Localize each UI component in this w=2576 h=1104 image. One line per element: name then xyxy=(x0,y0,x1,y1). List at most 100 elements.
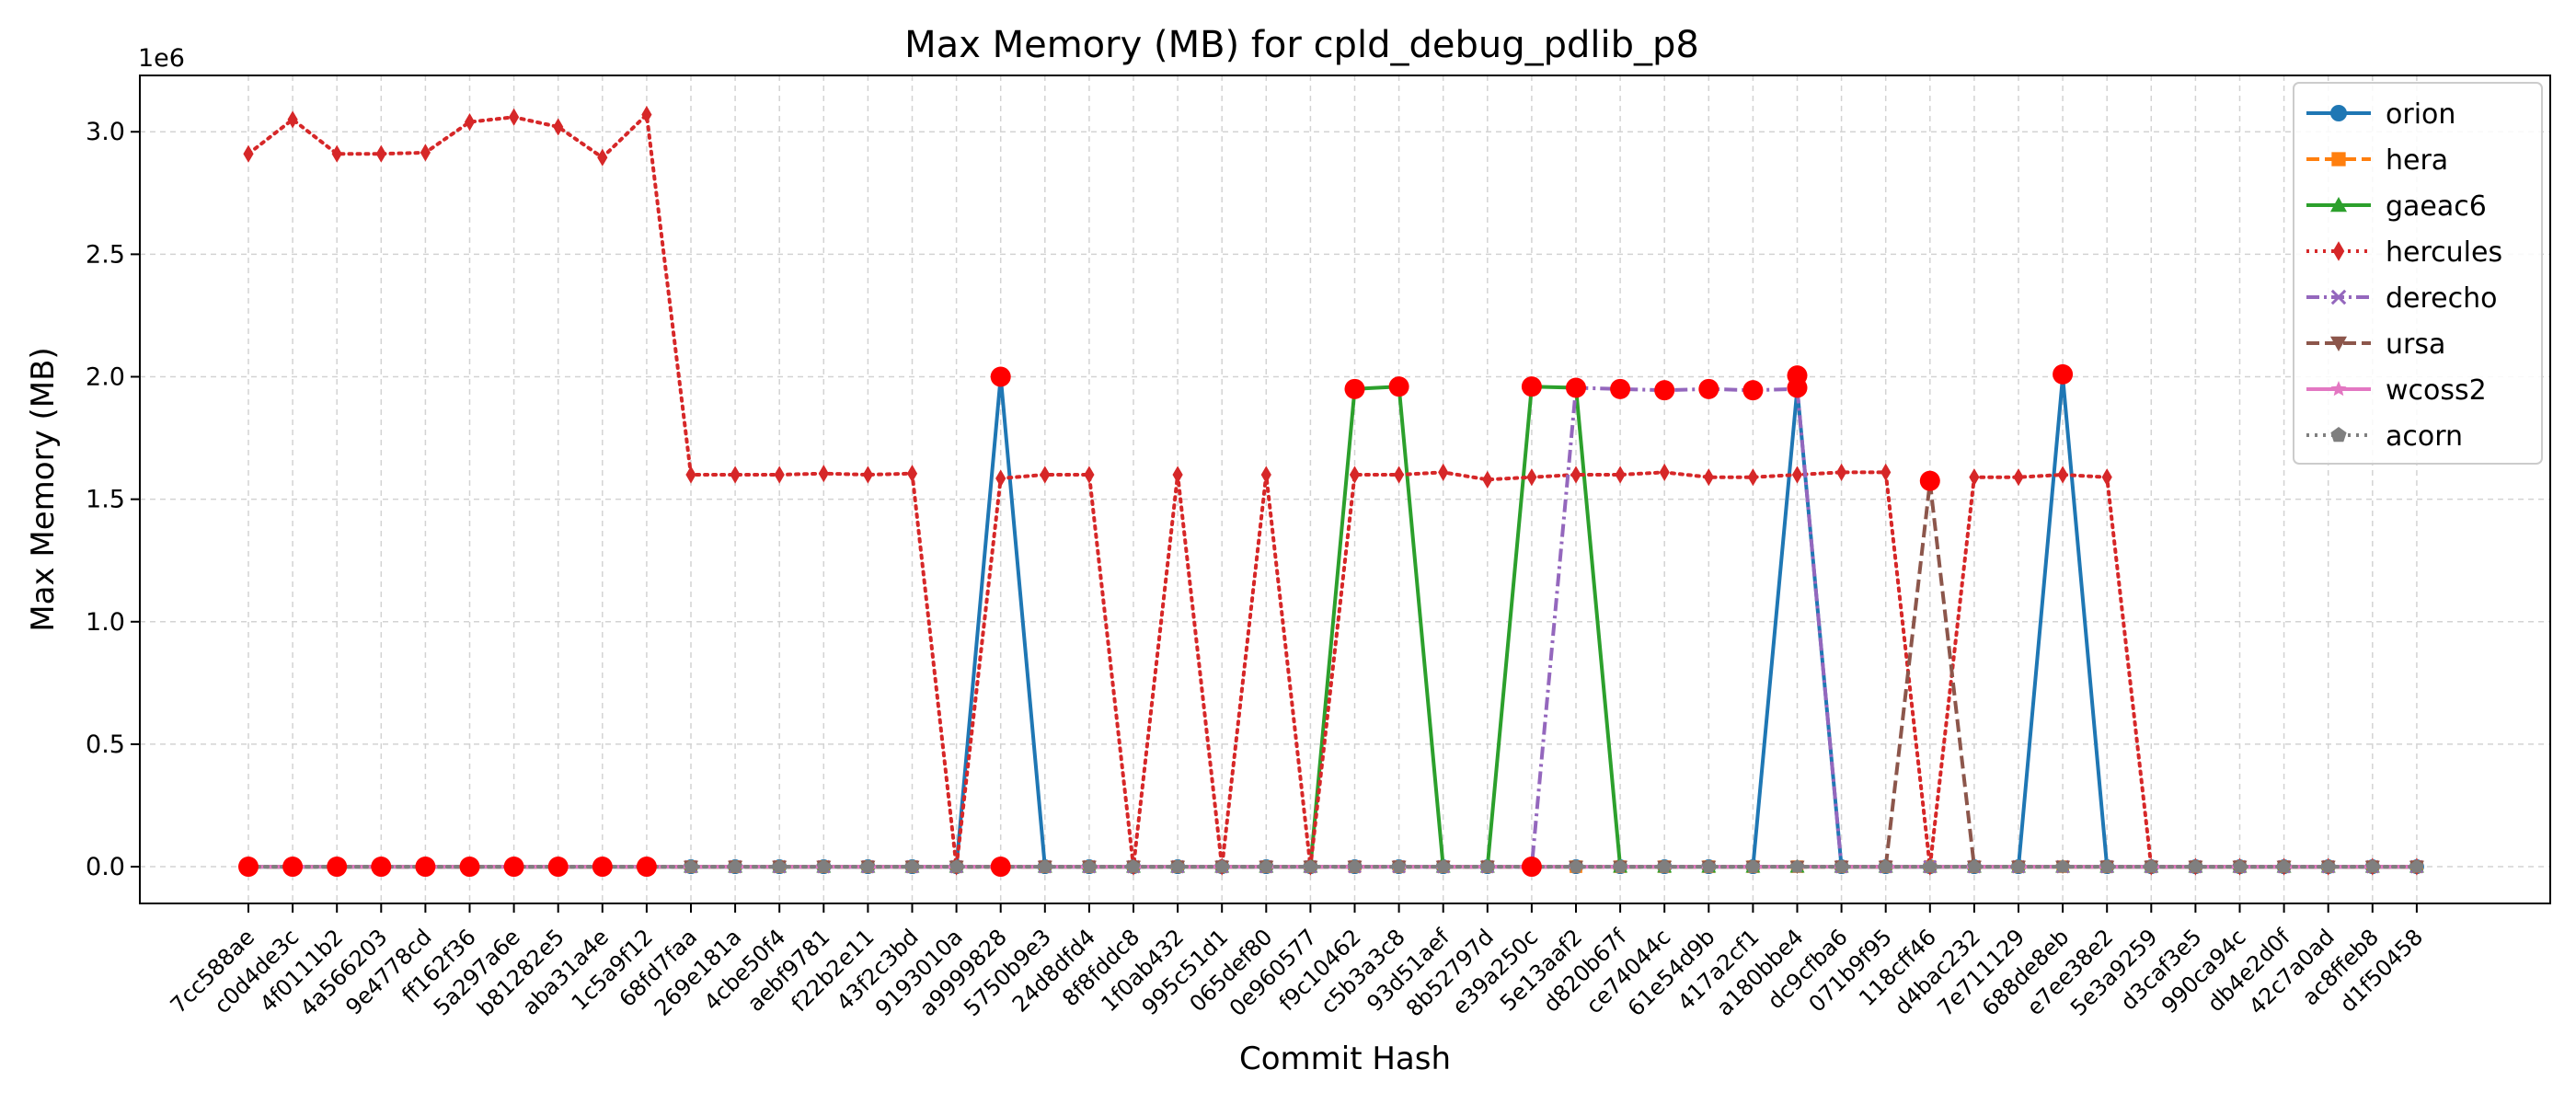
data-point-acorn xyxy=(2321,859,2336,873)
data-point-acorn xyxy=(1923,859,1938,873)
data-point-hercules xyxy=(464,112,476,132)
data-point-hercules xyxy=(685,466,696,484)
highlight-point xyxy=(636,857,657,878)
data-point-acorn xyxy=(2232,859,2248,873)
data-point-acorn xyxy=(2409,859,2424,873)
y-tick-label: 1.5 xyxy=(86,486,125,514)
data-point-acorn xyxy=(2188,859,2202,873)
legend-label-orion: orion xyxy=(2386,98,2455,131)
data-point-acorn xyxy=(1038,859,1052,873)
data-point-hercules xyxy=(1172,466,1183,484)
highlight-point xyxy=(1698,378,1719,399)
data-point-hercules xyxy=(1836,463,1847,481)
data-point-acorn xyxy=(1879,859,1893,873)
legend-label-acorn: acorn xyxy=(2386,420,2463,453)
data-point-acorn xyxy=(1259,859,1273,873)
y-tick-label: 2.5 xyxy=(86,240,125,269)
data-point-hercules xyxy=(1260,466,1271,484)
data-point-acorn xyxy=(1834,859,1849,873)
highlight-point xyxy=(1521,857,1542,878)
legend-marker-derecho xyxy=(2330,289,2347,305)
legend-marker-hercules xyxy=(2332,241,2345,261)
series-hercules xyxy=(243,106,2422,876)
data-point-hercules xyxy=(2057,466,2068,484)
data-point-acorn xyxy=(728,859,742,873)
data-point-acorn xyxy=(1392,859,1407,873)
legend-label-derecho: derecho xyxy=(2386,282,2498,315)
highlight-point xyxy=(415,857,436,878)
highlight-point xyxy=(1521,376,1542,397)
legend-marker-ursa xyxy=(2330,336,2347,351)
data-point-acorn xyxy=(949,859,964,873)
highlight-layer xyxy=(238,363,2074,878)
data-point-acorn xyxy=(1214,859,1229,873)
data-point-acorn xyxy=(1436,859,1451,873)
legend-box xyxy=(2293,82,2543,465)
data-point-acorn xyxy=(1789,859,1805,873)
highlight-point xyxy=(990,857,1011,878)
y-axis-label: Max Memory (MB) xyxy=(25,347,62,631)
data-point-acorn xyxy=(1745,859,1760,873)
data-point-acorn xyxy=(1347,859,1363,873)
legend-marker-hera xyxy=(2331,152,2346,167)
legend-marker-orion xyxy=(2330,105,2347,121)
highlight-point xyxy=(2053,363,2074,385)
data-point-acorn xyxy=(1170,859,1185,873)
series-line-hercules xyxy=(247,112,2419,869)
data-point-hercules xyxy=(420,144,431,162)
y-axis: 0.0 0.5 1.0 1.5 2.0 2.5 3.0 xyxy=(86,118,140,881)
data-point-acorn xyxy=(904,859,920,873)
data-point-hercules xyxy=(1084,466,1095,484)
data-point-hercules xyxy=(906,465,918,483)
data-point-hercules xyxy=(862,466,873,484)
data-point-hercules xyxy=(1040,466,1051,484)
data-point-hercules xyxy=(1615,466,1626,484)
data-point-hercules xyxy=(1659,463,1670,481)
legend-marker-acorn xyxy=(2330,427,2347,443)
legend-label-hera: hera xyxy=(2386,144,2448,177)
legend-marker-gaeac6 xyxy=(2330,197,2347,213)
data-point-acorn xyxy=(2099,859,2114,873)
legend-label-hercules: hercules xyxy=(2386,236,2502,269)
legend-marker-wcoss2 xyxy=(2330,381,2347,397)
data-point-hercules xyxy=(1880,463,1892,481)
data-point-hercules xyxy=(1482,470,1493,489)
highlight-point xyxy=(1610,378,1631,399)
data-point-hercules xyxy=(774,466,785,484)
data-point-acorn xyxy=(1657,859,1672,873)
y-tick-label: 2.0 xyxy=(86,363,125,392)
legend-label-wcoss2: wcoss2 xyxy=(2386,374,2487,407)
data-point-hercules xyxy=(287,110,298,129)
data-point-hercules xyxy=(730,466,741,484)
y-tick-label: 3.0 xyxy=(86,118,125,146)
data-point-acorn xyxy=(816,859,831,873)
y-offset-label: 1e6 xyxy=(138,44,185,73)
data-point-hercules xyxy=(509,108,520,126)
data-point-hercules xyxy=(641,106,652,124)
data-point-hercules xyxy=(1969,468,1980,487)
chart-title: Max Memory (MB) for cpld_debug_pdlib_p8 xyxy=(904,24,1699,66)
highlight-point xyxy=(1344,378,1365,399)
highlight-point xyxy=(990,366,1011,387)
y-tick-label: 0.5 xyxy=(86,730,125,759)
y-tick-label: 0.0 xyxy=(86,853,125,881)
data-point-hercules xyxy=(2101,468,2112,487)
data-point-acorn xyxy=(2144,859,2158,873)
data-point-acorn xyxy=(772,859,787,873)
plot-frame xyxy=(139,75,2551,904)
data-point-acorn xyxy=(1303,859,1317,873)
highlight-point xyxy=(238,857,259,878)
data-point-acorn xyxy=(1082,859,1097,873)
highlight-point xyxy=(1654,380,1675,401)
data-point-hercules xyxy=(1349,466,1361,484)
data-point-acorn xyxy=(1480,859,1495,873)
data-point-hercules xyxy=(1394,466,1405,484)
data-point-hercules xyxy=(1570,466,1581,484)
highlight-point xyxy=(282,857,304,878)
data-point-acorn xyxy=(2365,859,2380,873)
data-point-acorn xyxy=(1613,859,1627,873)
data-point-acorn xyxy=(1569,859,1583,873)
data-point-hercules xyxy=(331,144,342,163)
